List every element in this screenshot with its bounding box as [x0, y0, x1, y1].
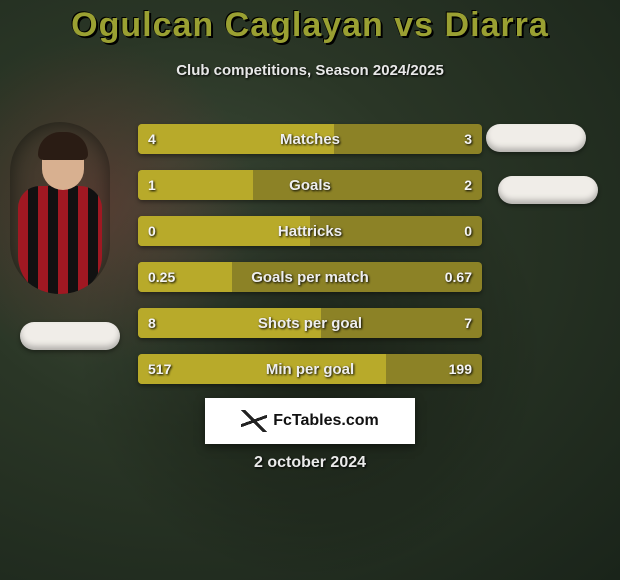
subtitle: Club competitions, Season 2024/2025 — [0, 62, 620, 79]
comparison-card: Ogulcan Caglayan vs Diarra Club competit… — [0, 0, 620, 580]
stat-right-value: 0 — [464, 216, 472, 246]
stats-bars: 43Matches 12Goals 00Hattricks 0.250.67Goals… — [138, 124, 482, 400]
stat-bar-left — [138, 170, 253, 200]
stat-row: 87Shots per goal — [138, 308, 482, 338]
stat-right-value: 2 — [464, 170, 472, 200]
stat-right-value: 199 — [449, 354, 472, 384]
page-title: Ogulcan Caglayan vs Diarra — [0, 6, 620, 45]
stat-bar-left — [138, 308, 321, 338]
stat-right-value: 7 — [464, 308, 472, 338]
player-right-pill-1 — [486, 124, 586, 152]
fctables-icon — [241, 410, 267, 432]
stat-bar-left — [138, 216, 310, 246]
date-label: 2 october 2024 — [0, 454, 620, 472]
stat-right-value: 3 — [464, 124, 472, 154]
stat-bar-left — [138, 354, 386, 384]
stat-row: 00Hattricks — [138, 216, 482, 246]
stat-row: 0.250.67Goals per match — [138, 262, 482, 292]
logo-text: FcTables.com — [273, 412, 379, 430]
stat-right-value: 0.67 — [445, 262, 472, 292]
player-right-pill-2 — [498, 176, 598, 204]
stat-row: 517199Min per goal — [138, 354, 482, 384]
source-logo: FcTables.com — [205, 398, 415, 444]
player-left-avatar — [10, 122, 110, 294]
stat-bar-left — [138, 124, 334, 154]
stat-row: 12Goals — [138, 170, 482, 200]
stat-bar-left — [138, 262, 232, 292]
player-left-name-pill — [20, 322, 120, 350]
stat-row: 43Matches — [138, 124, 482, 154]
